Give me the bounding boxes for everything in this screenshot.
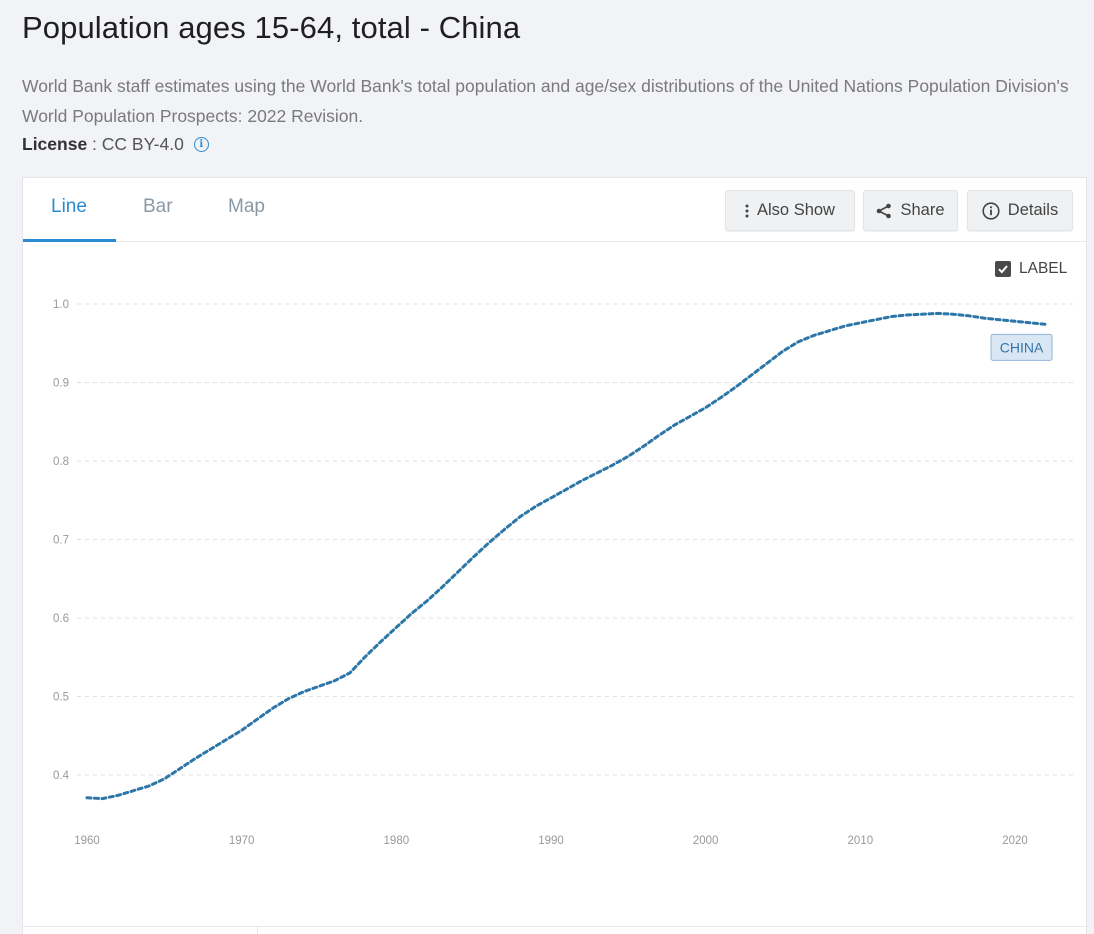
- details-label: Details: [1007, 201, 1059, 219]
- x-tick-label: 1980: [384, 835, 410, 847]
- series-label-box: [990, 333, 1053, 361]
- tab-map[interactable]: Map: [228, 196, 265, 217]
- card-bottom-separator: [257, 926, 258, 934]
- y-tick-label: 0.6: [53, 613, 69, 625]
- license-separator: :: [87, 134, 102, 154]
- x-tick-label: 1960: [74, 835, 100, 847]
- active-tab-indicator: [23, 239, 116, 242]
- x-tick-label: 1990: [538, 835, 564, 847]
- page-description: World Bank staff estimates using the Wor…: [22, 76, 1069, 126]
- tab-line[interactable]: Line: [51, 196, 87, 217]
- series-line-china[interactable]: [85, 311, 1048, 801]
- page-title: Population ages 15-64, total - China: [22, 10, 521, 45]
- more-vertical-icon: [745, 204, 749, 218]
- label-toggle[interactable]: LABEL: [995, 260, 1067, 278]
- details-button[interactable]: Details: [967, 190, 1073, 231]
- y-tick-label: 0.5: [53, 692, 69, 704]
- share-label: Share: [900, 201, 945, 219]
- license-line: License : CC BY-4.0 i: [22, 134, 209, 155]
- tab-bar[interactable]: Bar: [143, 196, 173, 217]
- info-circle-icon: [982, 201, 1000, 220]
- x-tick-label: 2000: [693, 835, 719, 847]
- license-label: License: [22, 134, 88, 154]
- y-tick-label: 0.7: [53, 535, 69, 547]
- y-tick-label: 1.0: [53, 299, 69, 311]
- license-value: CC BY-4.0: [101, 134, 184, 154]
- x-tick-label: 2010: [848, 835, 874, 847]
- share-button[interactable]: Share: [863, 190, 958, 231]
- check-icon: [998, 265, 1008, 274]
- card-bottom-divider: [23, 926, 1088, 927]
- label-checkbox[interactable]: [995, 261, 1011, 277]
- y-tick-label: 0.8: [53, 456, 69, 468]
- y-tick-label: 0.9: [53, 378, 69, 390]
- view-tabs: Line Bar Map Also Show Share Detai: [23, 178, 1086, 242]
- x-tick-label: 2020: [1002, 835, 1028, 847]
- chart-card: Line Bar Map Also Show Share Detai: [22, 177, 1088, 934]
- x-tick-label: 1970: [229, 835, 255, 847]
- also-show-label: Also Show: [757, 201, 835, 219]
- series-label: CHINA: [1000, 339, 1044, 355]
- info-icon[interactable]: i: [193, 137, 209, 152]
- line-chart: 0.4 0.5 0.6 0.7 0.8 0.9 1.0 1960 1970 1980 1990 200…: [53, 299, 1073, 847]
- y-tick-label: 0.4: [53, 770, 70, 782]
- also-show-button[interactable]: Also Show: [725, 190, 855, 231]
- share-icon: [876, 203, 892, 219]
- label-toggle-text: LABEL: [1019, 260, 1068, 277]
